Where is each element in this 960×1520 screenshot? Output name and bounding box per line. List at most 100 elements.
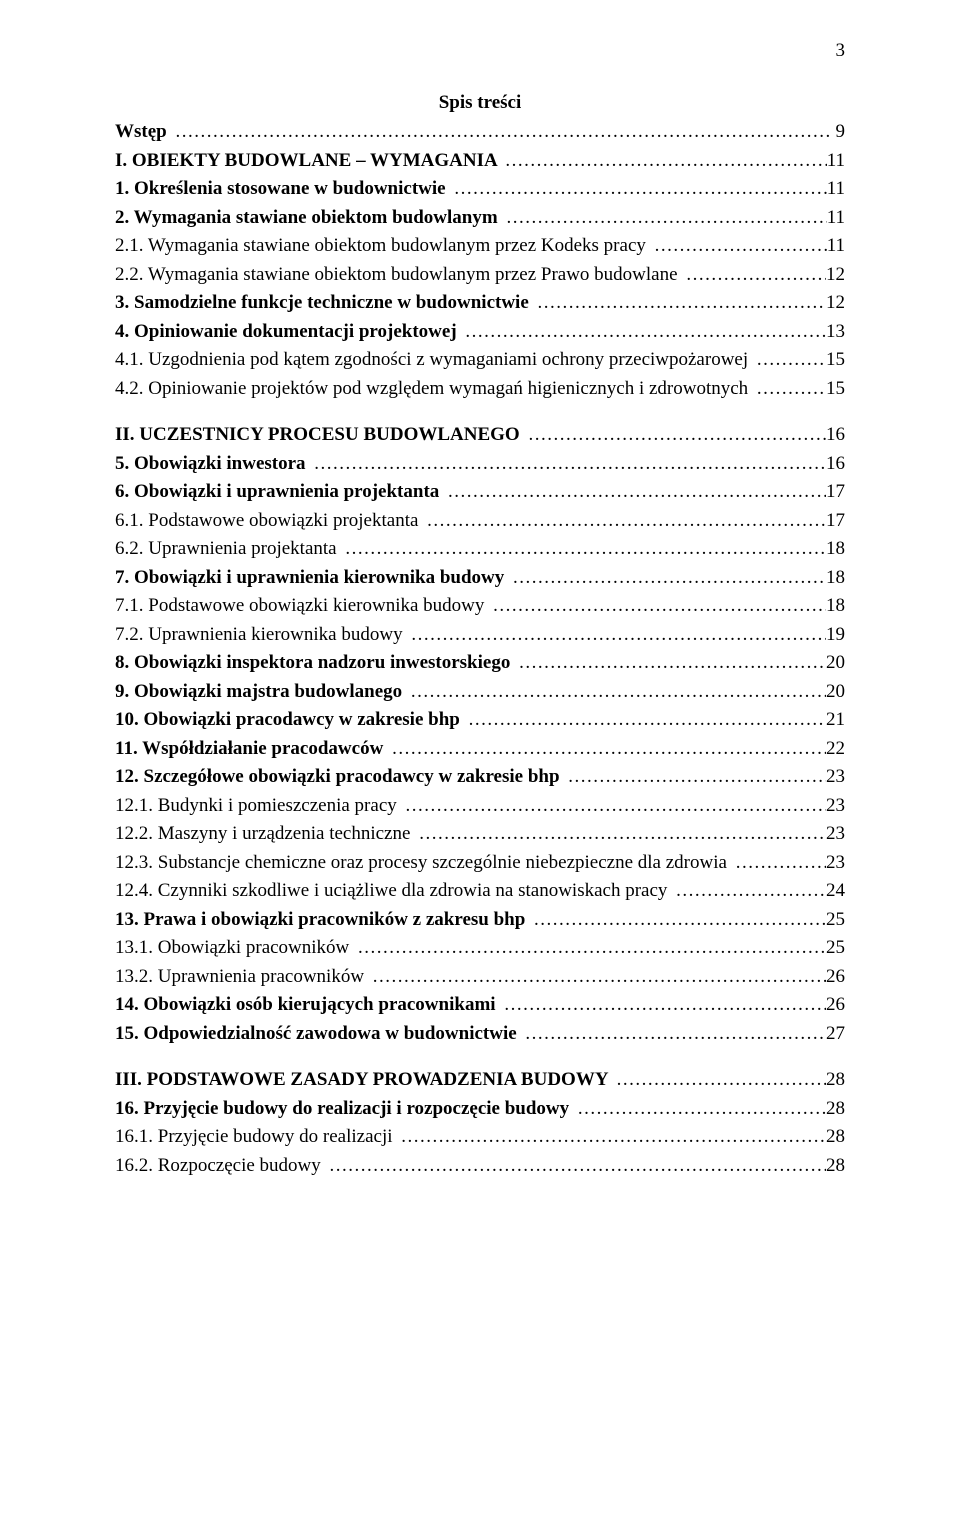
toc-label: 12.1. Budynki i pomieszczenia pracy — [115, 792, 402, 821]
toc-label: I. OBIEKTY BUDOWLANE – WYMAGANIA — [115, 147, 501, 176]
toc-row: 14. Obowiązki osób kierujących pracownik… — [115, 991, 845, 1020]
toc-row: 3. Samodzielne funkcje techniczne w budo… — [115, 289, 845, 318]
toc-page-number: 28 — [826, 1095, 845, 1124]
toc-label: 12.3. Substancje chemiczne oraz procesy … — [115, 849, 732, 878]
toc-row: 2.1. Wymagania stawiane obiektom budowla… — [115, 232, 845, 261]
toc-page-number: 15 — [826, 375, 845, 404]
toc-title: Spis treści — [115, 92, 845, 114]
toc-leader — [171, 118, 831, 147]
toc-leader — [753, 346, 826, 375]
toc-page-number: 18 — [826, 592, 845, 621]
toc-label: 12. Szczegółowe obowiązki pracodawcy w z… — [115, 763, 564, 792]
toc-row: 13.2. Uprawnienia pracowników 26 — [115, 963, 845, 992]
toc-leader — [524, 421, 826, 450]
toc-label: Wstęp — [115, 118, 171, 147]
toc-row: 5. Obowiązki inwestora 16 — [115, 450, 845, 479]
toc-leader — [450, 175, 826, 204]
toc-page-number: 23 — [826, 849, 845, 878]
toc-list: Wstęp 9I. OBIEKTY BUDOWLANE – WYMAGANIA … — [115, 118, 845, 1180]
toc-leader — [407, 621, 826, 650]
toc-page-number: 25 — [826, 906, 845, 935]
toc-leader — [388, 735, 826, 764]
toc-page-number: 27 — [826, 1020, 845, 1049]
toc-label: 7.2. Uprawnienia kierownika budowy — [115, 621, 407, 650]
toc-leader — [515, 649, 826, 678]
toc-page-number: 28 — [826, 1152, 845, 1181]
toc-page-number: 11 — [827, 204, 845, 233]
toc-leader — [530, 906, 826, 935]
toc-gap — [115, 1048, 845, 1066]
toc-label: 12.4. Czynniki szkodliwe i uciążliwe dla… — [115, 877, 672, 906]
toc-label: 2. Wymagania stawiane obiektom budowlany… — [115, 204, 502, 233]
toc-row: 16. Przyjęcie budowy do realizacji i roz… — [115, 1095, 845, 1124]
toc-leader — [354, 934, 826, 963]
toc-page-number: 20 — [826, 678, 845, 707]
toc-leader — [341, 535, 826, 564]
toc-label: 12.2. Maszyny i urządzenia techniczne — [115, 820, 415, 849]
toc-label: 4.1. Uzgodnienia pod kątem zgodności z w… — [115, 346, 753, 375]
toc-label: 13. Prawa i obowiązki pracowników z zakr… — [115, 906, 530, 935]
toc-leader — [407, 678, 826, 707]
toc-row: 7.1. Podstawowe obowiązki kierownika bud… — [115, 592, 845, 621]
toc-row: 12. Szczegółowe obowiązki pracodawcy w z… — [115, 763, 845, 792]
toc-page-number: 11 — [827, 232, 845, 261]
toc-label: 16.2. Rozpoczęcie budowy — [115, 1152, 326, 1181]
toc-label: 7.1. Podstawowe obowiązki kierownika bud… — [115, 592, 489, 621]
toc-label: 8. Obowiązki inspektora nadzoru inwestor… — [115, 649, 515, 678]
toc-label: 11. Współdziałanie pracodawców — [115, 735, 388, 764]
toc-label: 15. Odpowiedzialność zawodowa w budownic… — [115, 1020, 521, 1049]
toc-label: 1. Określenia stosowane w budownictwie — [115, 175, 450, 204]
toc-page-number: 24 — [826, 877, 845, 906]
toc-row: 13. Prawa i obowiązki pracowników z zakr… — [115, 906, 845, 935]
toc-label: 16. Przyjęcie budowy do realizacji i roz… — [115, 1095, 574, 1124]
toc-label: 7. Obowiązki i uprawnienia kierownika bu… — [115, 564, 509, 593]
toc-page-number: 23 — [826, 763, 845, 792]
toc-page-number: 12 — [826, 289, 845, 318]
toc-label: 4.2. Opiniowanie projektów pod względem … — [115, 375, 753, 404]
toc-page-number: 12 — [826, 261, 845, 290]
toc-page-number: 17 — [826, 478, 845, 507]
toc-page-number: 16 — [826, 421, 845, 450]
toc-leader — [574, 1095, 826, 1124]
toc-row: 6.1. Podstawowe obowiązki projektanta 17 — [115, 507, 845, 536]
toc-label: II. UCZESTNICY PROCESU BUDOWLANEGO — [115, 421, 524, 450]
toc-leader — [326, 1152, 826, 1181]
toc-leader — [500, 991, 826, 1020]
toc-leader — [682, 261, 826, 290]
toc-page-number: 28 — [826, 1123, 845, 1152]
toc-row: 11. Współdziałanie pracodawców 22 — [115, 735, 845, 764]
toc-label: 2.1. Wymagania stawiane obiektom budowla… — [115, 232, 651, 261]
toc-leader — [672, 877, 826, 906]
toc-page-number: 20 — [826, 649, 845, 678]
toc-leader — [732, 849, 826, 878]
toc-label: 6.1. Podstawowe obowiązki projektanta — [115, 507, 423, 536]
toc-gap — [115, 403, 845, 421]
toc-label: III. PODSTAWOWE ZASADY PROWADZENIA BUDOW… — [115, 1066, 613, 1095]
toc-row: 4.2. Opiniowanie projektów pod względem … — [115, 375, 845, 404]
toc-row: 6.2. Uprawnienia projektanta 18 — [115, 535, 845, 564]
toc-leader — [521, 1020, 826, 1049]
toc-row: II. UCZESTNICY PROCESU BUDOWLANEGO 16 — [115, 421, 845, 450]
toc-page-number: 19 — [826, 621, 845, 650]
toc-leader — [423, 507, 826, 536]
toc-leader — [753, 375, 826, 404]
toc-leader — [369, 963, 826, 992]
toc-leader — [564, 763, 826, 792]
toc-label: 13.1. Obowiązki pracowników — [115, 934, 354, 963]
toc-page-number: 9 — [831, 118, 845, 147]
toc-row: 2.2. Wymagania stawiane obiektom budowla… — [115, 261, 845, 290]
toc-page-number: 11 — [827, 147, 845, 176]
toc-leader — [402, 792, 826, 821]
toc-leader — [534, 289, 826, 318]
toc-row: I. OBIEKTY BUDOWLANE – WYMAGANIA 11 — [115, 147, 845, 176]
toc-leader — [415, 820, 826, 849]
toc-row: 4.1. Uzgodnienia pod kątem zgodności z w… — [115, 346, 845, 375]
toc-leader — [502, 204, 826, 233]
toc-label: 14. Obowiązki osób kierujących pracownik… — [115, 991, 500, 1020]
toc-page-number: 28 — [826, 1066, 845, 1095]
toc-leader — [501, 147, 826, 176]
toc-leader — [489, 592, 826, 621]
toc-row: III. PODSTAWOWE ZASADY PROWADZENIA BUDOW… — [115, 1066, 845, 1095]
toc-row: 12.4. Czynniki szkodliwe i uciążliwe dla… — [115, 877, 845, 906]
toc-page-number: 23 — [826, 792, 845, 821]
